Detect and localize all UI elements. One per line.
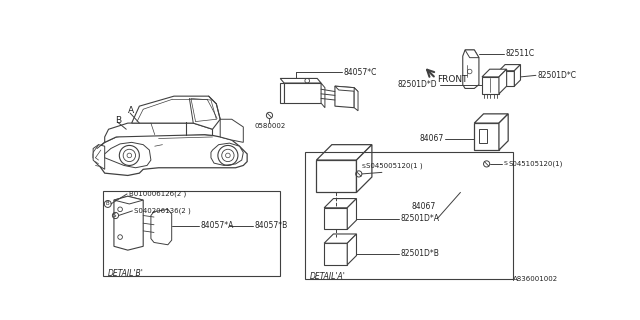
Polygon shape [105, 142, 151, 168]
Text: S045005120(1 ): S045005120(1 ) [367, 163, 423, 170]
Polygon shape [280, 78, 321, 83]
Polygon shape [132, 96, 220, 129]
Polygon shape [463, 50, 479, 88]
Text: 82511C: 82511C [505, 49, 534, 58]
Text: DETAIL'A': DETAIL'A' [310, 272, 346, 281]
Text: B010006126(2 ): B010006126(2 ) [129, 191, 186, 197]
Polygon shape [348, 234, 356, 265]
Polygon shape [499, 71, 515, 86]
Polygon shape [482, 77, 499, 94]
Bar [103, 191, 280, 276]
Polygon shape [93, 135, 247, 175]
Bar [479, 129, 486, 143]
Text: 84067: 84067 [419, 134, 444, 143]
Text: B: B [105, 202, 109, 206]
Text: 82501D*A: 82501D*A [401, 214, 440, 223]
Polygon shape [280, 83, 284, 103]
Polygon shape [465, 50, 479, 58]
Text: S: S [113, 213, 116, 218]
Polygon shape [474, 123, 499, 150]
Polygon shape [284, 83, 321, 103]
Polygon shape [114, 196, 143, 250]
Polygon shape [324, 198, 356, 208]
Polygon shape [482, 69, 507, 77]
Polygon shape [105, 123, 212, 142]
Text: B: B [115, 116, 121, 125]
Polygon shape [499, 69, 507, 94]
Text: S040206136(2 ): S040206136(2 ) [134, 208, 191, 214]
Text: A: A [128, 106, 134, 115]
Polygon shape [515, 65, 520, 86]
Polygon shape [348, 198, 356, 229]
Text: 84057*C: 84057*C [344, 68, 377, 77]
Text: 84067: 84067 [412, 202, 436, 211]
Polygon shape [316, 160, 356, 192]
Text: 84057*A: 84057*A [200, 221, 234, 230]
Text: FRONT: FRONT [437, 76, 468, 84]
Text: 0580002: 0580002 [254, 123, 285, 129]
Bar [305, 152, 513, 279]
Polygon shape [499, 114, 508, 150]
Polygon shape [354, 88, 358, 111]
Polygon shape [324, 243, 348, 265]
Polygon shape [93, 145, 105, 169]
Text: 82501D*D: 82501D*D [397, 80, 437, 89]
Polygon shape [114, 196, 143, 204]
Text: 82501D*C: 82501D*C [538, 71, 577, 80]
Text: DETAIL'B': DETAIL'B' [108, 269, 143, 278]
Polygon shape [335, 86, 354, 108]
Polygon shape [151, 209, 172, 245]
Text: 82501D*B: 82501D*B [401, 250, 439, 259]
Polygon shape [211, 143, 243, 165]
Polygon shape [324, 234, 356, 243]
Polygon shape [356, 145, 372, 192]
Text: 84057*B: 84057*B [254, 221, 287, 230]
Polygon shape [316, 145, 372, 160]
Polygon shape [474, 114, 508, 123]
Polygon shape [220, 119, 243, 142]
Polygon shape [321, 83, 325, 108]
Polygon shape [324, 208, 348, 229]
Polygon shape [499, 65, 520, 71]
Text: S: S [362, 164, 365, 169]
Polygon shape [335, 86, 358, 92]
Text: S045105120(1): S045105120(1) [508, 161, 563, 167]
Text: S: S [504, 161, 508, 166]
Text: A836001002: A836001002 [513, 276, 558, 283]
